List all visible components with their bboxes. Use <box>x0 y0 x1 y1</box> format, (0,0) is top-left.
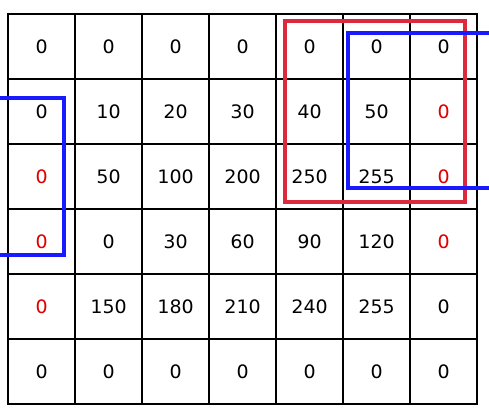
matrix-cell: 0 <box>208 338 277 405</box>
matrix-cell: 60 <box>208 208 277 275</box>
matrix-cell: 0 <box>409 338 478 405</box>
matrix-cell: 30 <box>141 208 210 275</box>
matrix-cell: 0 <box>342 13 411 80</box>
matrix-cell: 255 <box>342 143 411 210</box>
matrix-cell: 0 <box>342 338 411 405</box>
matrix-cell: 0 <box>409 208 478 275</box>
matrix-cell: 0 <box>7 13 76 80</box>
matrix-cell: 100 <box>141 143 210 210</box>
matrix-cell: 0 <box>74 338 143 405</box>
matrix-cell: 240 <box>275 273 344 340</box>
matrix-cell: 0 <box>409 143 478 210</box>
matrix-cell: 10 <box>74 78 143 145</box>
matrix-cell: 0 <box>409 13 478 80</box>
matrix-row: 0 150 180 210 240 255 0 <box>7 273 478 340</box>
matrix-cell: 0 <box>275 338 344 405</box>
matrix-cell: 0 <box>7 338 76 405</box>
matrix-cell: 0 <box>141 338 210 405</box>
matrix-cell: 250 <box>275 143 344 210</box>
pixel-matrix: 0 0 0 0 0 0 0 0 10 20 30 40 50 0 0 50 100 200 250 255 0 0 0 30 6… <box>7 13 478 405</box>
matrix-cell: 0 <box>7 208 76 275</box>
matrix-cell: 50 <box>342 78 411 145</box>
matrix-cell: 40 <box>275 78 344 145</box>
matrix-cell: 150 <box>74 273 143 340</box>
matrix-row: 0 10 20 30 40 50 0 <box>7 78 478 145</box>
matrix-cell: 0 <box>141 13 210 80</box>
matrix-cell: 20 <box>141 78 210 145</box>
matrix-cell: 200 <box>208 143 277 210</box>
matrix-cell: 120 <box>342 208 411 275</box>
matrix-cell: 0 <box>409 78 478 145</box>
matrix-cell: 210 <box>208 273 277 340</box>
matrix-cell: 0 <box>74 208 143 275</box>
matrix-cell: 0 <box>208 13 277 80</box>
matrix-row: 0 50 100 200 250 255 0 <box>7 143 478 210</box>
matrix-row: 0 0 30 60 90 120 0 <box>7 208 478 275</box>
matrix-cell: 255 <box>342 273 411 340</box>
matrix-cell: 0 <box>409 273 478 340</box>
matrix-cell: 0 <box>7 78 76 145</box>
matrix-cell: 0 <box>275 13 344 80</box>
matrix-cell: 30 <box>208 78 277 145</box>
matrix-cell: 0 <box>74 13 143 80</box>
matrix-cell: 50 <box>74 143 143 210</box>
matrix-cell: 0 <box>7 143 76 210</box>
matrix-cell: 0 <box>7 273 76 340</box>
matrix-cell: 180 <box>141 273 210 340</box>
matrix-cell: 90 <box>275 208 344 275</box>
